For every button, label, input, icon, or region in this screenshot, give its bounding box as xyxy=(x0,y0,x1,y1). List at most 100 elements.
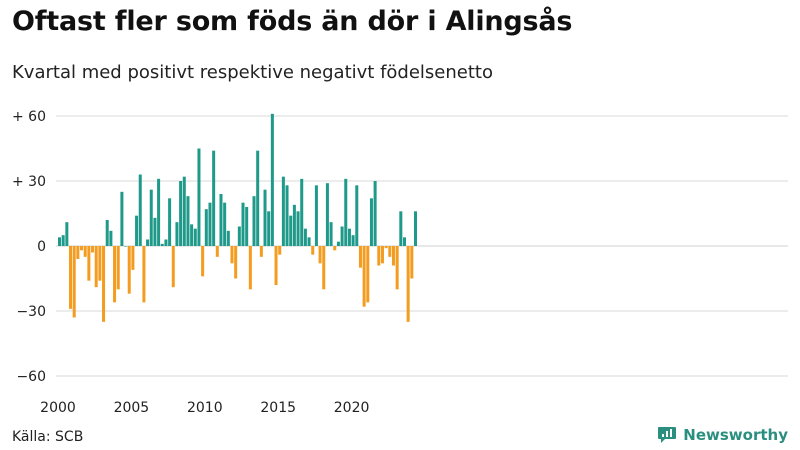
bar-2020-k2 xyxy=(355,185,359,246)
bar-2006-k1 xyxy=(146,239,150,246)
bar-2005-k1 xyxy=(131,246,135,270)
bar-2010-k1 xyxy=(204,209,208,246)
bar-2018-k4 xyxy=(333,246,337,251)
bar-2007-k4 xyxy=(171,246,175,288)
bar-2012-k4 xyxy=(245,207,249,246)
bar-2009-k4 xyxy=(201,246,205,277)
bar-2015-k4 xyxy=(289,215,293,246)
bar-2016-k2 xyxy=(296,211,300,246)
bar-2005-k4 xyxy=(142,246,146,303)
bar-2009-k3 xyxy=(197,148,201,246)
bar-2024-k2 xyxy=(413,211,417,246)
bar-2021-k4 xyxy=(377,246,381,266)
bar-2012-k1 xyxy=(234,246,238,279)
y-axis-labels: + 60 + 30 0 −30 −60 xyxy=(12,109,46,385)
bars xyxy=(58,113,417,322)
bar-2019-k4 xyxy=(347,228,351,246)
bar-2022-k3 xyxy=(388,246,392,257)
x-tick-label-2005: 2005 xyxy=(114,400,150,416)
bar-2017-k4 xyxy=(318,246,322,264)
bar-2011-k3 xyxy=(226,230,230,246)
bar-2015-k1 xyxy=(278,246,282,255)
bar-2010-k2 xyxy=(208,202,212,246)
bar-2012-k3 xyxy=(241,202,245,246)
bar-2015-k2 xyxy=(281,176,285,246)
bar-2017-k3 xyxy=(314,185,318,246)
bar-2013-k2 xyxy=(252,196,256,246)
bar-2013-k4 xyxy=(259,246,263,257)
bar-2017-k2 xyxy=(311,246,315,255)
bar-2002-k2 xyxy=(91,246,95,253)
bar-2020-k3 xyxy=(358,246,362,268)
y-tick-label: + 60 xyxy=(12,109,46,125)
x-tick-label-2010: 2010 xyxy=(187,400,223,416)
bar-2000-k4 xyxy=(69,246,73,309)
bar-2017-k1 xyxy=(307,237,311,246)
bar-2000-k3 xyxy=(65,222,69,246)
bar-2003-k1 xyxy=(102,246,106,322)
bar-2005-k3 xyxy=(138,174,142,246)
bar-2005-k2 xyxy=(135,215,139,246)
bar-2013-k1 xyxy=(248,246,252,290)
bar-2011-k4 xyxy=(230,246,234,264)
bar-2000-k1 xyxy=(58,237,62,246)
bar-2023-k3 xyxy=(402,237,406,246)
source-note: Källa: SCB xyxy=(12,429,84,445)
bar-2016-k3 xyxy=(300,178,304,246)
bar-2004-k4 xyxy=(127,246,131,294)
bar-2008-k4 xyxy=(186,196,190,246)
bar-2003-k2 xyxy=(105,220,109,246)
x-tick-label-2000: 2000 xyxy=(40,400,76,416)
bar-2016-k1 xyxy=(292,204,296,246)
bar-2015-k3 xyxy=(285,185,289,246)
bar-2022-k2 xyxy=(384,246,388,249)
bar-2014-k2 xyxy=(267,211,271,246)
bar-2002-k3 xyxy=(94,246,98,288)
chart-bubble-icon xyxy=(658,427,677,443)
bar-2018-k2 xyxy=(325,183,329,246)
bar-2019-k3 xyxy=(344,178,348,246)
x-tick-label-2015: 2015 xyxy=(260,400,296,416)
newsworthy-logo: Newsworthy xyxy=(657,426,788,444)
x-tick-label-2020: 2020 xyxy=(334,400,370,416)
bar-2011-k2 xyxy=(223,202,227,246)
x-axis-labels: 2000 2005 2010 2015 2020 xyxy=(40,400,369,416)
y-tick-label: 0 xyxy=(37,239,46,255)
bar-2002-k4 xyxy=(98,246,102,281)
bar-2021-k1 xyxy=(366,246,370,303)
bar-2023-k2 xyxy=(399,211,403,246)
y-tick-label: −30 xyxy=(16,304,46,320)
bar-2007-k3 xyxy=(168,198,172,246)
bar-2012-k2 xyxy=(237,226,241,246)
bar-2004-k3 xyxy=(124,246,128,247)
bar-2006-k3 xyxy=(153,217,157,246)
bar-2024-k1 xyxy=(410,246,414,279)
chart-subtitle: Kvartal med positivt respektive negativt… xyxy=(12,62,493,83)
bar-2007-k1 xyxy=(160,243,164,246)
bar-2007-k2 xyxy=(164,239,168,246)
bar-2014-k1 xyxy=(263,189,267,246)
bar-2010-k4 xyxy=(215,246,219,257)
bar-2011-k1 xyxy=(219,194,223,246)
bar-2003-k4 xyxy=(113,246,117,303)
bar-2001-k3 xyxy=(80,246,84,251)
bar-2004-k2 xyxy=(120,191,124,246)
bar-2021-k3 xyxy=(373,181,377,246)
bar-2020-k4 xyxy=(362,246,366,307)
chart-title: Oftast fler som föds än dör i Alingsås xyxy=(12,6,573,37)
bar-2008-k1 xyxy=(175,222,179,246)
bar-2009-k1 xyxy=(190,224,194,246)
bar-2008-k2 xyxy=(179,181,183,246)
bar-2008-k3 xyxy=(182,176,186,246)
bar-2019-k2 xyxy=(340,226,344,246)
bar-2009-k2 xyxy=(193,228,197,246)
bar-2000-k2 xyxy=(61,235,65,246)
bar-2006-k2 xyxy=(149,189,153,246)
bar-2001-k2 xyxy=(76,246,80,259)
bar-2022-k4 xyxy=(391,246,395,266)
bar-2001-k4 xyxy=(83,246,87,257)
brand-name: Newsworthy xyxy=(683,426,788,444)
bar-2022-k1 xyxy=(380,246,384,264)
bar-2020-k1 xyxy=(351,235,355,246)
